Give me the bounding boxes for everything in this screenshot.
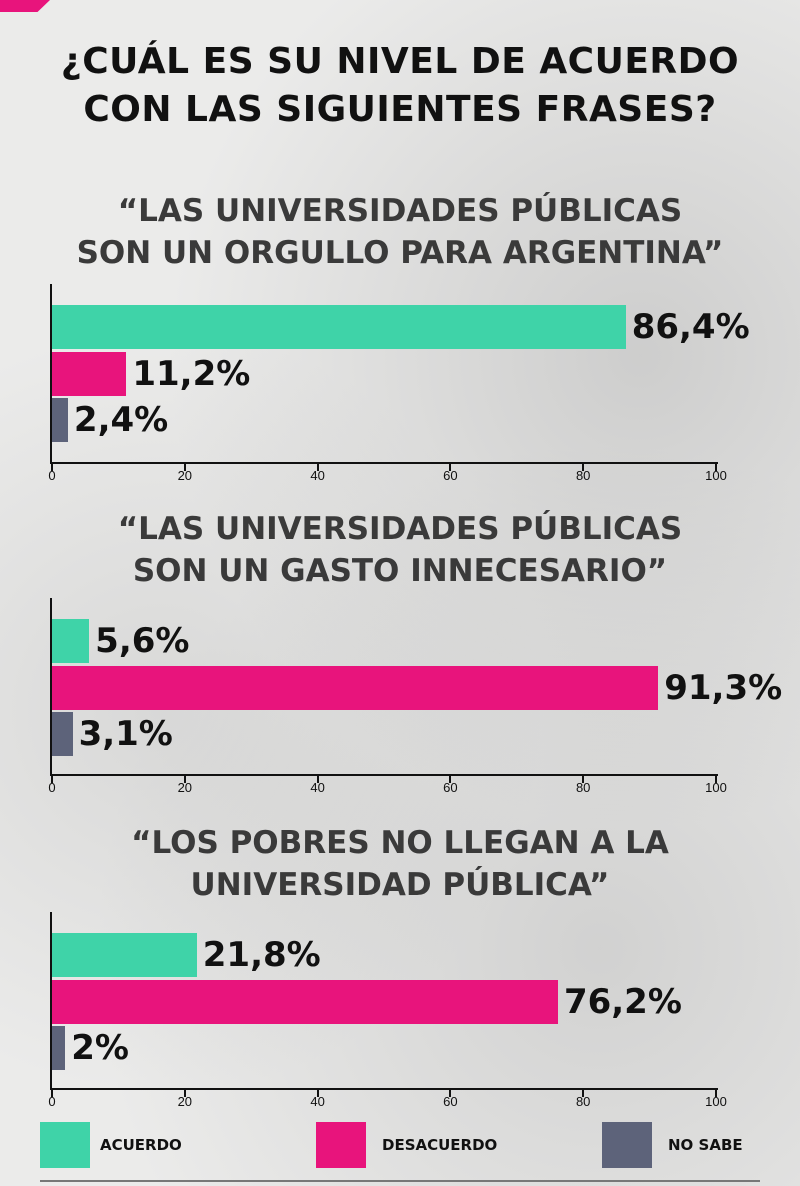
chart-3-tick-label: 100 [705, 1094, 727, 1109]
chart-2-value-label: 91,3% [664, 668, 783, 708]
chart-3-tick-label: 80 [575, 1094, 591, 1109]
chart-2-tick [183, 776, 186, 783]
chart-3-tick [582, 1090, 585, 1097]
chart-1-value-label: 86,4% [631, 307, 750, 347]
chart-2-bar-desacuerdo [52, 666, 659, 710]
chart-2-tick-label: 60 [443, 780, 458, 795]
chart-2-tick-label: 20 [177, 780, 193, 795]
legend-label-1: ACUERDO [100, 1136, 182, 1154]
chart-2-tick [715, 776, 717, 783]
legend-swatch-1 [40, 1122, 90, 1168]
corner-accent [0, 0, 50, 12]
chart-1-title: “LAS UNIVERSIDADES PÚBLICAS SON UN ORGULL… [0, 190, 800, 274]
chart-3-tick [183, 1090, 186, 1097]
page-title-line-1: ¿CUÁL ES SU NIVEL DE ACUERDO [60, 41, 740, 82]
chart-3-value-label: 2% [71, 1028, 129, 1068]
chart-1-tick-label: 0 [48, 468, 56, 483]
chart-1-tick [582, 464, 585, 471]
chart-1-value-label: 11,2% [132, 354, 251, 394]
chart-3-tick-label: 60 [443, 1094, 458, 1109]
chart-3-value-label: 76,2% [563, 982, 682, 1022]
chart-3-x-axis [50, 1088, 718, 1090]
chart-3-tick [316, 1090, 319, 1097]
chart-1-bar-acuerdo [52, 305, 626, 349]
chart-2-tick [582, 776, 585, 783]
chart-1-tick [316, 464, 319, 471]
chart-3-bar-desacuerdo [52, 980, 558, 1024]
chart-2-value-label: 5,6% [95, 621, 190, 661]
chart-3-title-line-1: “LOS POBRES NO LLEGAN A LA [131, 825, 669, 861]
chart-1-tick [51, 464, 53, 471]
chart-3-tick-label: 20 [177, 1094, 193, 1109]
chart-3-bar-no-sabe [52, 1026, 66, 1070]
chart-1-tick [183, 464, 186, 471]
chart-3-value-label: 21,8% [202, 935, 321, 975]
chart-1-tick [449, 464, 452, 471]
chart-1-tick-label: 20 [177, 468, 193, 483]
chart-2-title: “LAS UNIVERSIDADES PÚBLICAS SON UN GASTO … [0, 508, 800, 592]
chart-1-tick [715, 464, 717, 471]
chart-1-tick-label: 80 [575, 468, 591, 483]
legend-swatch-2 [316, 1122, 366, 1168]
chart-2-tick [51, 776, 53, 783]
legend-swatch-3 [602, 1122, 652, 1168]
chart-2-tick-label: 0 [48, 780, 56, 795]
page-title: ¿CUÁL ES SU NIVEL DE ACUERDO CON LAS SIG… [0, 38, 800, 134]
chart-2-tick [316, 776, 319, 783]
bottom-divider [40, 1180, 760, 1182]
chart-3-title-line-2: UNIVERSIDAD PÚBLICA” [190, 867, 610, 903]
chart-1-bar-desacuerdo [52, 352, 127, 396]
chart-2-tick-label: 100 [705, 780, 727, 795]
chart-2-y-axis [50, 598, 52, 774]
chart-2-value-label: 3,1% [78, 714, 173, 754]
chart-2-tick-label: 40 [310, 780, 325, 795]
chart-2-tick [449, 776, 452, 783]
chart-2-bar-no-sabe [52, 712, 73, 756]
legend-label-2: DESACUERDO [382, 1136, 498, 1154]
chart-2-title-line-1: “LAS UNIVERSIDADES PÚBLICAS [117, 511, 683, 547]
chart-3-tick [449, 1090, 452, 1097]
chart-2-title-line-2: SON UN GASTO INNECESARIO” [132, 553, 668, 589]
chart-3-tick [715, 1090, 717, 1097]
chart-1-value-label: 2,4% [73, 400, 169, 440]
chart-3-tick-label: 40 [310, 1094, 325, 1109]
chart-1-bar-no-sabe [52, 398, 68, 442]
chart-3-y-axis [50, 912, 52, 1088]
chart-3-title: “LOS POBRES NO LLEGAN A LA UNIVERSIDAD PÚ… [0, 822, 800, 906]
chart-1-title-line-1: “LAS UNIVERSIDADES PÚBLICAS [117, 193, 683, 229]
chart-1-tick-label: 100 [705, 468, 727, 483]
chart-3-tick [51, 1090, 53, 1097]
chart-1-x-axis [50, 462, 718, 464]
chart-2-bar-acuerdo [52, 619, 90, 663]
chart-1-tick-label: 60 [443, 468, 458, 483]
chart-1-title-line-2: SON UN ORGULLO PARA ARGENTINA” [76, 235, 724, 271]
chart-2-tick-label: 80 [575, 780, 591, 795]
chart-3-tick-label: 0 [48, 1094, 56, 1109]
chart-2-x-axis [50, 774, 718, 776]
legend-label-3: NO SABE [668, 1136, 743, 1154]
page-title-line-2: CON LAS SIGUIENTES FRASES? [83, 89, 717, 130]
chart-1-tick-label: 40 [310, 468, 325, 483]
chart-1-y-axis [50, 284, 52, 462]
chart-3-bar-acuerdo [52, 933, 197, 977]
